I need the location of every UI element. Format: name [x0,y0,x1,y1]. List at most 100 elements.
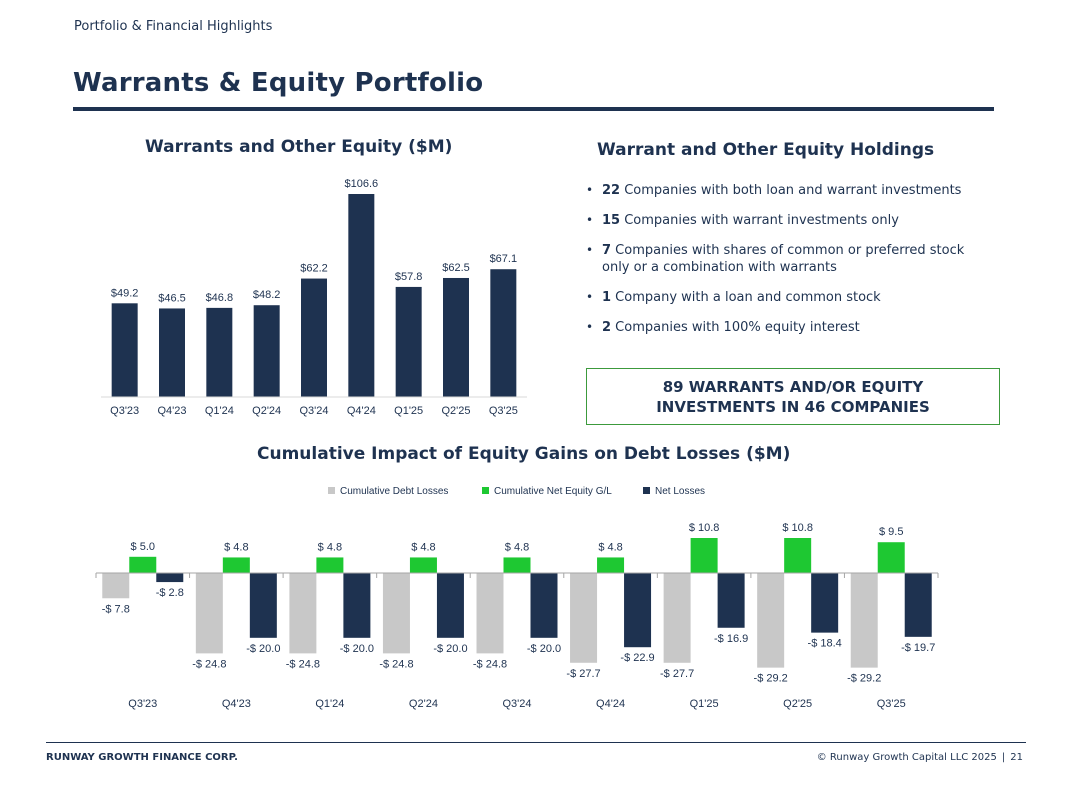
impact-bar [877,542,905,573]
impact-value-label: -$ 18.4 [808,638,842,650]
impact-bar [289,573,317,654]
impact-value-label: -$ 27.7 [660,668,694,680]
impact-bar [757,573,785,668]
impact-bar [129,556,157,573]
legend-swatch [643,487,650,494]
impact-category-label: Q2'25 [783,698,812,710]
warrants-category-label: Q4'23 [157,405,186,417]
impact-value-label: -$ 20.0 [246,643,280,655]
impact-bar [102,573,130,599]
legend-label: Cumulative Net Equity G/L [494,486,612,497]
impact-value-label: -$ 22.9 [620,652,654,664]
legend-swatch [482,487,489,494]
impact-value-label: -$ 20.0 [527,643,561,655]
impact-value-label: $ 9.5 [879,526,903,538]
warrants-value-label: $57.8 [395,271,423,283]
impact-bar [690,538,718,573]
holdings-title: Warrant and Other Equity Holdings [597,140,935,160]
impact-bar [436,573,464,638]
holdings-list: 22 Companies with both loan and warrant … [586,182,986,349]
warrants-value-label: $106.6 [345,178,379,190]
impact-bar [850,573,878,668]
impact-value-label: -$ 19.7 [901,642,935,654]
footer-copyright: © Runway Growth Capital LLC 2025 [816,752,997,763]
impact-value-label: -$ 24.8 [192,658,226,670]
impact-bar [717,573,745,628]
warrants-bar [490,269,517,397]
impact-value-label: -$ 24.8 [473,658,507,670]
warrants-category-label: Q4'24 [347,405,376,417]
holdings-item: 2 Companies with 100% equity interest [586,319,986,336]
impact-value-label: $ 10.8 [782,522,813,534]
holdings-item: 22 Companies with both loan and warrant … [586,182,986,199]
warrants-bar [301,278,327,397]
warrants-category-label: Q3'24 [299,405,328,417]
impact-value-label: -$ 24.8 [379,658,413,670]
page-title: Warrants & Equity Portfolio [73,68,484,98]
warrants-bar-chart: $49.2 Q3'23 $46.5 Q4'23 $46.8 Q1'24 $48.2 Q2'24… [101,178,527,417]
warrants-category-label: Q1'25 [394,405,423,417]
warrants-category-label: Q3'23 [110,405,139,417]
impact-bar [784,538,812,573]
impact-bar [597,557,625,573]
impact-bar [195,573,223,654]
impact-bar [624,573,652,648]
impact-value-label: -$ 2.8 [156,587,184,599]
impact-bar [343,573,371,638]
legend-swatch [328,487,335,494]
impact-value-label: -$ 7.8 [102,603,130,615]
warrants-value-label: $46.8 [206,292,234,304]
impact-bar [530,573,558,638]
impact-value-label: $ 5.0 [131,541,155,553]
warrants-bar [395,286,422,397]
title-rule [73,107,994,111]
impact-value-label: -$ 29.2 [847,673,881,685]
impact-category-label: Q3'25 [877,698,906,710]
callout-box: 89 WARRANTS AND/OR EQUITY INVESTMENTS IN… [586,368,1000,425]
impact-category-label: Q1'24 [315,698,344,710]
warrants-bar [159,308,185,397]
impact-bar [409,557,437,573]
impact-category-label: Q4'23 [222,698,251,710]
footer-right: © Runway Growth Capital LLC 2025 | 21 [816,752,1023,763]
impact-value-label: -$ 20.0 [433,643,467,655]
warrants-bar [443,277,469,397]
warrants-value-label: $62.5 [442,262,470,274]
impact-chart-title: Cumulative Impact of Equity Gains on Deb… [257,444,791,464]
warrants-value-label: $67.1 [490,253,518,265]
impact-bar [476,573,504,654]
footer-rule [46,742,1026,743]
warrants-bar [111,303,138,397]
legend-label: Net Losses [655,486,705,497]
impact-bar [249,573,277,638]
warrants-category-label: Q1'24 [205,405,234,417]
impact-value-label: $ 4.8 [224,541,248,553]
impact-bar [382,573,410,654]
page-number: 21 [1010,752,1023,763]
impact-bar [316,557,344,573]
impact-value-label: $ 4.8 [411,541,435,553]
impact-value-label: -$ 24.8 [286,658,320,670]
warrants-value-label: $48.2 [253,289,281,301]
legend-label: Cumulative Debt Losses [340,486,448,497]
impact-value-label: $ 10.8 [689,522,720,534]
impact-category-label: Q2'24 [409,698,438,710]
warrants-bar [348,194,375,397]
holdings-item: 1 Company with a loan and common stock [586,289,986,306]
warrants-category-label: Q2'24 [252,405,281,417]
impact-bar [904,573,932,637]
impact-category-label: Q3'23 [128,698,157,710]
impact-category-label: Q4'24 [596,698,625,710]
impact-bar [222,557,250,573]
warrants-category-label: Q2'25 [441,405,470,417]
holdings-item: 7 Companies with shares of common or pre… [586,242,986,276]
callout-text: 89 WARRANTS AND/OR EQUITY INVESTMENTS IN… [656,377,930,416]
impact-bar [811,573,839,633]
impact-value-label: $ 4.8 [598,541,622,553]
impact-value-label: -$ 27.7 [566,668,600,680]
footer-company: RUNWAY GROWTH FINANCE CORP. [46,752,238,763]
warrants-bar [253,305,280,397]
warrants-category-label: Q3'25 [489,405,518,417]
impact-bar [570,573,598,663]
impact-value-label: -$ 29.2 [754,673,788,685]
